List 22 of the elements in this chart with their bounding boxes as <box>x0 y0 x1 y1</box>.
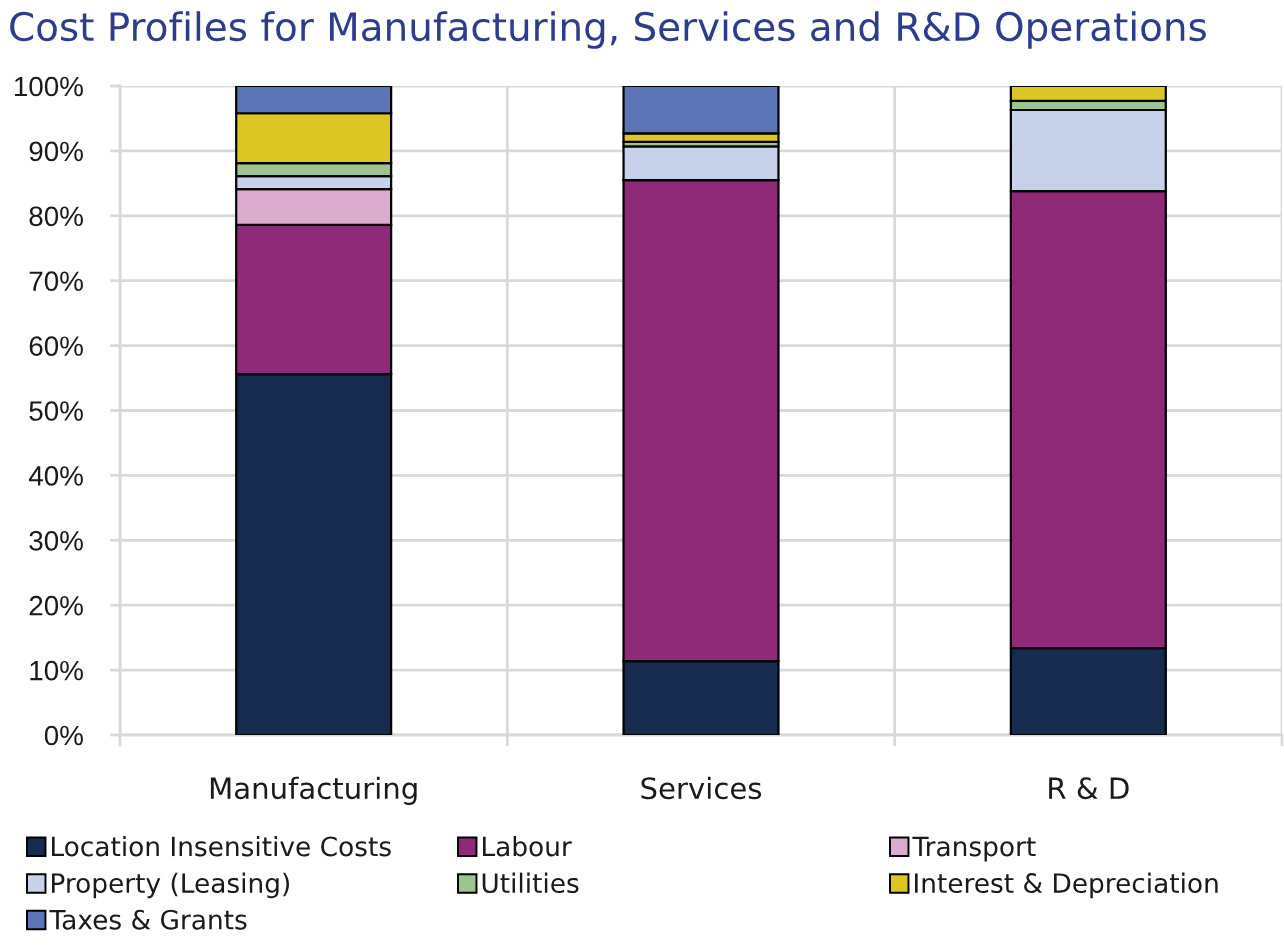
chart-title: Cost Profiles for Manufacturing, Services and R&D Operations <box>10 11 1206 49</box>
y-tick-label: 20% <box>29 595 83 616</box>
y-tick-label: 40% <box>28 466 83 486</box>
legend-label: Property (Leasing) <box>52 872 289 899</box>
y-tick-label: 70% <box>29 271 83 292</box>
legend-label: Transport <box>912 836 1036 862</box>
y-tick-label: 50% <box>29 401 83 421</box>
y-tick-label: 90% <box>29 141 83 162</box>
y-tick-label: 10% <box>30 660 83 681</box>
y-tick-label: 30% <box>29 530 83 551</box>
legend-label: Utilities <box>482 872 579 894</box>
x-tick-label: R & D <box>1049 777 1129 800</box>
y-tick-label: 0% <box>44 725 83 746</box>
legend-label: Interest & Depreciation <box>915 872 1218 899</box>
x-tick-label: Services <box>641 776 762 800</box>
legend-label: Location Insensitive Costs <box>52 836 391 857</box>
y-tick-label: 100% <box>14 76 83 97</box>
y-tick-label: 80% <box>29 206 83 227</box>
legend-label: Labour <box>483 836 572 857</box>
x-tick-label: Manufacturing <box>210 776 417 805</box>
y-tick-label: 60% <box>29 336 83 356</box>
legend-label: Taxes & Grants <box>49 909 247 930</box>
